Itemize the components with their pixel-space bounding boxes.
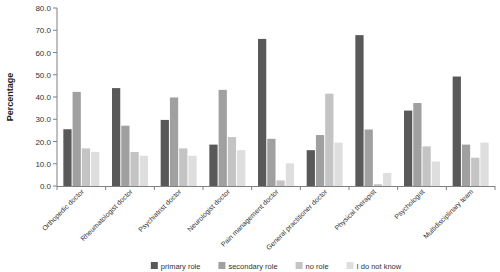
bar — [383, 173, 391, 186]
x-tick — [105, 186, 106, 190]
bar — [228, 137, 236, 186]
y-tick — [53, 30, 57, 31]
legend-swatch — [347, 262, 354, 269]
y-tick-label: 10.0 — [35, 160, 51, 169]
bar — [179, 148, 187, 186]
bar — [73, 92, 81, 186]
x-tick — [154, 186, 155, 190]
y-tick-label: 40.0 — [35, 93, 51, 102]
legend-item: no role — [296, 262, 329, 271]
bar — [91, 152, 99, 186]
bar — [432, 162, 440, 186]
x-tick — [57, 186, 58, 190]
x-tick — [300, 186, 301, 190]
x-tick-label: Rheumatologist doctor — [79, 187, 135, 243]
x-tick-label: Orthopedic doctor — [41, 187, 86, 232]
legend-label: I do not know — [357, 262, 402, 271]
x-tick-label: General practitioner doctor — [265, 187, 330, 252]
legend-swatch — [218, 262, 225, 269]
bar — [121, 126, 129, 186]
bar — [267, 139, 275, 186]
bar — [170, 97, 178, 186]
bar — [325, 94, 333, 186]
legend-label: primary role — [161, 262, 201, 271]
bar — [286, 163, 294, 186]
legend-label: no role — [306, 262, 329, 271]
legend: primary role secondary role no role I do no… — [151, 262, 402, 271]
y-tick-label: 50.0 — [35, 71, 51, 80]
y-tick-label: 0.0 — [40, 182, 52, 191]
y-tick-label: 30.0 — [35, 115, 51, 124]
x-tick — [397, 186, 398, 190]
x-tick — [251, 186, 252, 190]
y-axis — [57, 8, 58, 186]
y-tick — [53, 163, 57, 164]
y-tick-label: 20.0 — [35, 138, 51, 147]
bar — [355, 35, 363, 186]
bar — [462, 145, 470, 186]
legend-swatch — [296, 262, 303, 269]
y-tick — [53, 52, 57, 53]
bar — [480, 143, 488, 186]
bar — [423, 146, 431, 186]
x-tick — [446, 186, 447, 190]
legend-item: primary role — [151, 262, 201, 271]
y-tick — [53, 97, 57, 98]
bar — [413, 103, 421, 186]
y-tick-label: 70.0 — [35, 26, 51, 35]
y-axis-label: Percentage — [5, 73, 15, 122]
bar — [316, 135, 324, 186]
bar — [140, 156, 148, 186]
y-tick — [53, 141, 57, 142]
bar — [63, 129, 71, 186]
bar — [374, 184, 382, 186]
x-tick — [495, 186, 496, 190]
bar — [209, 145, 217, 186]
y-tick — [53, 119, 57, 120]
bar — [219, 90, 227, 186]
y-tick-label: 80.0 — [35, 4, 51, 13]
y-tick-label: 60.0 — [35, 49, 51, 58]
x-tick — [203, 186, 204, 190]
bar — [404, 111, 412, 186]
legend-swatch — [151, 262, 158, 269]
x-tick-label: Psychiatrist doctor — [137, 187, 184, 234]
x-tick — [349, 186, 350, 190]
bar — [82, 148, 90, 186]
bar — [277, 180, 285, 186]
y-tick — [53, 8, 57, 9]
bar — [471, 158, 479, 186]
legend-item: secondary role — [218, 262, 277, 271]
bar — [161, 120, 169, 186]
bar — [131, 152, 139, 186]
x-tick-label: Physical therapist — [333, 188, 377, 232]
bar — [188, 156, 196, 186]
bar — [237, 150, 245, 186]
x-tick-label: Psychologist — [393, 188, 426, 221]
y-tick — [53, 74, 57, 75]
bar — [307, 150, 315, 186]
bar — [365, 129, 373, 186]
bar — [112, 88, 120, 186]
y-tick — [53, 186, 57, 187]
x-tick-label: Neurologist doctor — [186, 187, 232, 233]
bars — [63, 35, 488, 186]
x-tick-label: Multidisciplinary team — [422, 188, 475, 241]
legend-label: secondary role — [228, 262, 277, 271]
bar — [258, 39, 266, 186]
legend-item: I do not know — [347, 262, 402, 271]
x-axis — [57, 186, 495, 187]
chart: 0.0 10.0 20.0 30.0 40.0 50.0 60.0 70.0 80.0 Perce… — [0, 0, 500, 272]
bar — [453, 77, 461, 186]
bar — [334, 143, 342, 186]
